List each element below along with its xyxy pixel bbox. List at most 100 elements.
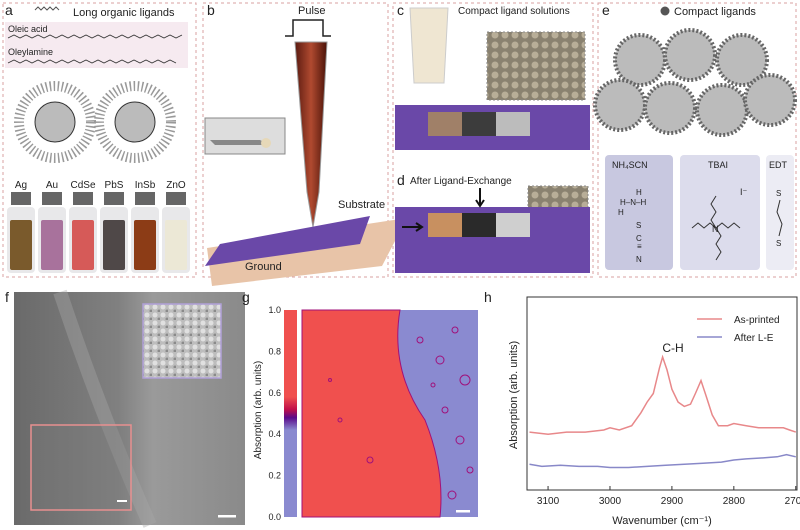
plot-area: [529, 354, 797, 469]
legend-after-le: After L-E: [734, 333, 774, 344]
tbai-structure: [691, 195, 741, 261]
nanocrystal-array-inset: [486, 31, 586, 101]
vial-cap: [73, 192, 93, 205]
vial-solution: [72, 220, 94, 270]
edt-sh-top: S: [776, 189, 781, 198]
tbai-nitrogen: N: [712, 224, 719, 234]
compact-nanocrystal: [643, 81, 697, 135]
panel-letter-b: b: [207, 2, 215, 18]
film-block-1: [428, 213, 462, 237]
colorbar-tick-label: 0.8: [268, 346, 281, 356]
h-ylabel: Absorption (arb. units): [508, 341, 520, 449]
nanocrystal: [34, 101, 76, 143]
vial-cap: [135, 192, 155, 205]
compact-nanocrystal: [715, 33, 769, 87]
vial-cap: [11, 192, 31, 205]
high-absorption-region: [301, 309, 442, 518]
vial-solution: [41, 220, 63, 270]
svg-text:H: H: [636, 188, 642, 197]
ligand-squiggle-icon: [34, 6, 60, 11]
svg-text:S: S: [636, 221, 641, 230]
x-ticks: 3100 3000 2900 2800 2700: [537, 486, 800, 507]
compact-ligand-dot-icon: [660, 6, 670, 16]
panel-d: d After Ligand-Exchange: [395, 172, 590, 273]
sem-region-box: [30, 424, 132, 511]
colorbar-tick-label: 0.6: [268, 388, 281, 398]
series-line-after-le: [529, 453, 796, 469]
compact-nanocrystal: [613, 33, 667, 87]
compact-ligands-legend: Compact ligands: [674, 6, 756, 18]
vial-solution: [10, 220, 32, 270]
vial-label: Ag: [15, 180, 27, 191]
scale-bar: [117, 500, 127, 502]
legend-long-ligands: Long organic ligands: [73, 7, 175, 19]
panel-letter-f: f: [5, 289, 9, 305]
plot-frame: [526, 296, 798, 491]
substrate-label: Substrate: [338, 199, 385, 211]
ch-annotation: C-H: [662, 341, 683, 355]
ligand-box-edt: [766, 155, 794, 270]
ligand-box-nh4scn: [605, 155, 673, 270]
h-xlabel: Wavenumber (cm⁻¹): [612, 515, 712, 527]
pulse-waveform-icon: [285, 19, 331, 37]
x-tick-label: 2700: [785, 496, 800, 507]
panel-letter-c: c: [397, 2, 404, 18]
vial-solution: [134, 220, 156, 270]
x-tick-label: 3100: [537, 496, 560, 507]
compact-nanocrystal: [695, 83, 749, 137]
colorbar-tick-label: 1.0: [268, 305, 281, 315]
ligand-solution-vial: [409, 7, 449, 84]
after-ligand-exchange-label: After Ligand-Exchange: [410, 176, 512, 187]
svg-text:≡: ≡: [637, 242, 642, 251]
legend-as-printed: As-printed: [734, 315, 780, 326]
vial-label: PbS: [105, 180, 124, 191]
x-tick-label: 3000: [599, 496, 622, 507]
compact-nanocrystal: [743, 73, 797, 127]
panel-letter-g: g: [242, 289, 250, 305]
map-speckles: [328, 326, 474, 500]
panel-e: e Compact ligands NH₄SCN HH–N–HH SC≡N TB…: [593, 2, 797, 270]
vial-cap: [104, 192, 124, 205]
vial-label: CdSe: [70, 180, 95, 191]
svg-text:N: N: [636, 255, 642, 264]
panel-g: g Absorption (arb. units) 0.00.20.40.60.…: [242, 289, 478, 522]
x-tick-label: 2800: [723, 496, 746, 507]
panel-letter-d: d: [397, 172, 405, 188]
film-block-1: [428, 112, 462, 136]
molecule-oleic-acid: Oleic acid: [8, 24, 48, 34]
panel-letter-h: h: [484, 289, 492, 305]
pulse-label: Pulse: [298, 5, 326, 17]
vial-cap: [42, 192, 62, 205]
film-block-2: [462, 112, 496, 136]
compact-ligand-solutions-label: Compact ligand solutions: [458, 6, 570, 17]
colorbar-tick-label: 0.0: [268, 512, 281, 522]
substrate: [205, 216, 370, 266]
film-block-3: [496, 112, 530, 136]
colorbar-tick-label: 0.4: [268, 429, 281, 439]
panel-borders: [2, 2, 797, 278]
nanocrystal: [114, 101, 156, 143]
iodide-ion: I⁻: [740, 187, 748, 197]
vial-label: Au: [46, 180, 58, 191]
sem-zoom-inset: [142, 303, 222, 379]
ligand-shell: [94, 81, 176, 163]
panel-h: h Absorption (arb. units) 3100 3000 2900 28…: [484, 289, 800, 527]
x-tick-label: 2900: [661, 496, 684, 507]
molecule-oleylamine: Oleylamine: [8, 47, 53, 57]
panel-b: b Pulse Substrate Ground: [204, 2, 407, 286]
series-line-as-printed: [529, 354, 797, 435]
vial-label: InSb: [135, 180, 156, 191]
oleylamine-chain: [7, 59, 177, 64]
inset-nozzle-tip: [210, 140, 270, 145]
compact-nanocrystals: [593, 28, 797, 137]
scale-bar: [456, 510, 470, 513]
edt-structure: [776, 199, 783, 237]
panel-a: a Long organic ligands Oleic acid Oleyla…: [5, 2, 190, 273]
g-ylabel: Absorption (arb. units): [253, 361, 264, 459]
ligand-shell: [14, 81, 96, 163]
inset-droplet: [261, 138, 271, 148]
svg-text:H: H: [618, 208, 624, 217]
vial-label: ZnO: [166, 180, 186, 191]
